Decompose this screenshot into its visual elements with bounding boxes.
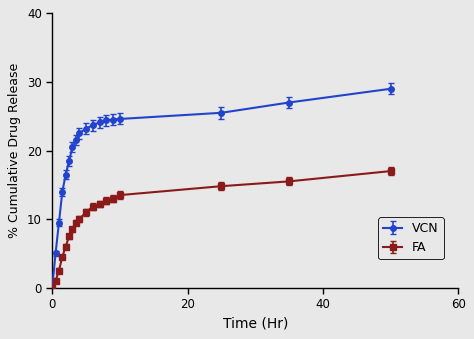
Legend: VCN, FA: VCN, FA — [378, 217, 444, 259]
Y-axis label: % Cumulative Drug Release: % Cumulative Drug Release — [9, 63, 21, 238]
X-axis label: Time (Hr): Time (Hr) — [222, 317, 288, 331]
